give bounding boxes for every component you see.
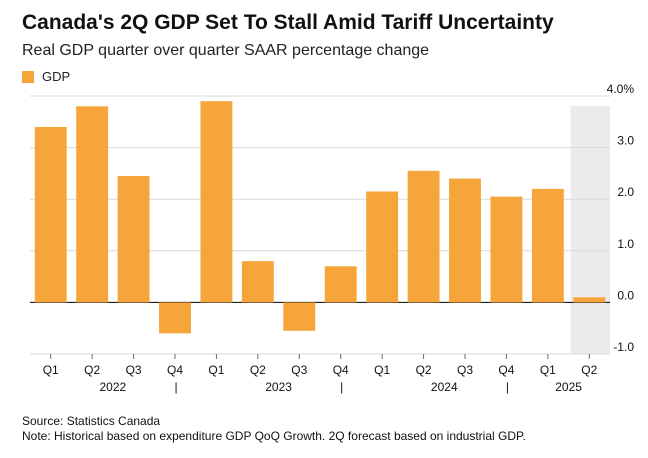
x-tick-label: Q3 xyxy=(457,363,473,377)
year-label: 2022 xyxy=(100,380,127,394)
y-tick-label: 2.0 xyxy=(617,185,634,199)
x-tick-label: Q4 xyxy=(167,363,183,377)
bar xyxy=(76,106,109,303)
year-separator: | xyxy=(340,380,343,394)
x-tick-label: Q2 xyxy=(250,363,266,377)
x-tick-label: Q1 xyxy=(43,363,59,377)
y-tick-label: 0.0 xyxy=(617,288,634,302)
methodology-note: Note: Historical based on expenditure GD… xyxy=(22,429,526,443)
bar xyxy=(34,126,67,303)
bar xyxy=(449,178,481,303)
bar xyxy=(241,261,274,303)
bar xyxy=(159,302,191,334)
year-label: 2025 xyxy=(555,380,582,394)
year-label: 2024 xyxy=(431,380,458,394)
legend-swatch-gdp xyxy=(22,70,34,83)
bar xyxy=(324,266,357,303)
x-tick-label: Q1 xyxy=(540,363,556,377)
bar xyxy=(490,196,523,303)
x-tick-label: Q3 xyxy=(126,363,142,377)
x-tick-label: Q4 xyxy=(333,363,349,377)
y-tick-label: -1.0 xyxy=(613,340,634,354)
x-tick-label: Q1 xyxy=(374,363,390,377)
source-note: Source: Statistics Canada xyxy=(22,414,161,428)
bar xyxy=(117,175,150,303)
y-tick-label: 1.0 xyxy=(617,237,634,251)
x-tick-label: Q2 xyxy=(416,363,432,377)
bar xyxy=(283,302,316,331)
bar xyxy=(531,188,564,303)
x-tick-label: Q4 xyxy=(498,363,514,377)
bar xyxy=(200,101,233,303)
y-tick-label: 3.0 xyxy=(617,134,634,148)
legend-label-gdp: GDP xyxy=(42,69,71,84)
bar xyxy=(366,191,399,303)
x-tick-label: Q3 xyxy=(291,363,307,377)
legend: GDP xyxy=(22,69,70,84)
forecast-shade xyxy=(570,106,610,354)
year-separator: | xyxy=(506,380,509,394)
year-separator: | xyxy=(174,380,177,394)
x-tick-label: Q1 xyxy=(208,363,224,377)
chart-footer: Source: Statistics Canada Note: Historic… xyxy=(22,414,526,444)
bar xyxy=(407,170,440,303)
bar xyxy=(573,297,606,303)
y-tick-label: 4.0% xyxy=(607,82,635,96)
x-tick-label: Q2 xyxy=(84,363,100,377)
chart-title: Canada's 2Q GDP Set To Stall Amid Tariff… xyxy=(22,11,554,34)
x-tick-label: Q2 xyxy=(581,363,597,377)
chart-subtitle: Real GDP quarter over quarter SAAR perce… xyxy=(22,42,430,59)
year-label: 2023 xyxy=(265,380,292,394)
